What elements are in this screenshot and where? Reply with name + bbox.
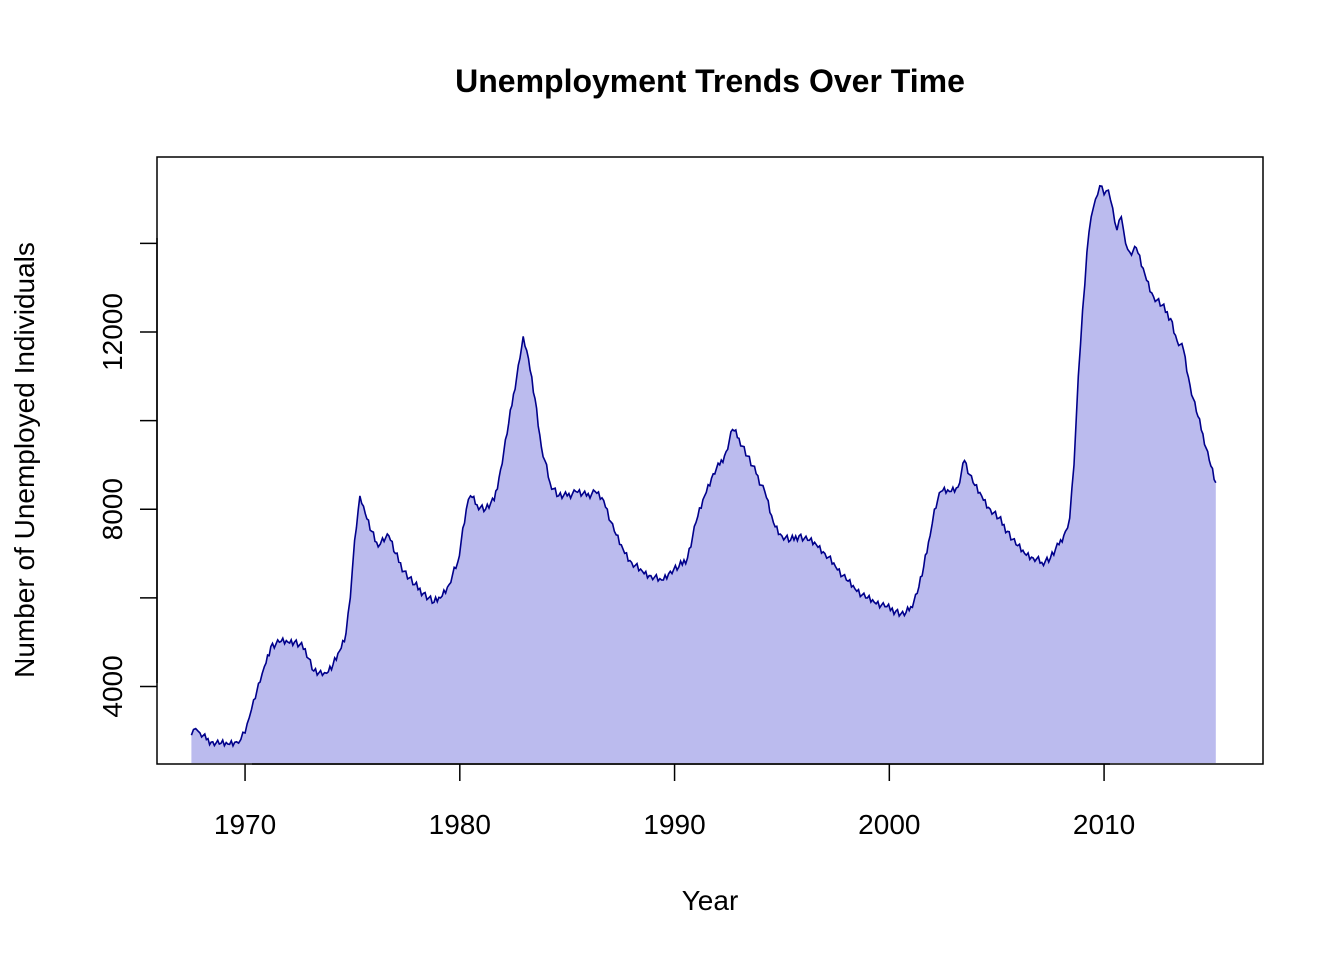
y-axis-label: Number of Unemployed Individuals	[9, 242, 40, 678]
x-tick-label: 1990	[643, 809, 705, 840]
x-axis-label: Year	[682, 885, 739, 916]
x-tick-label: 1970	[214, 809, 276, 840]
series-line	[190, 184, 1217, 749]
y-tick-label: 12000	[97, 293, 128, 371]
x-tick-label: 2010	[1073, 809, 1135, 840]
series-area	[191, 185, 1216, 764]
chart-title: Unemployment Trends Over Time	[455, 63, 965, 99]
x-tick-label: 2000	[858, 809, 920, 840]
area-layer	[190, 184, 1217, 764]
y-axis: 4000 8000 12000	[97, 238, 158, 718]
x-axis: 1970 1980 1990 2000 2010	[214, 763, 1135, 840]
x-tick-label: 1980	[429, 809, 491, 840]
y-tick-label: 4000	[97, 655, 128, 717]
y-tick-label: 8000	[97, 478, 128, 540]
